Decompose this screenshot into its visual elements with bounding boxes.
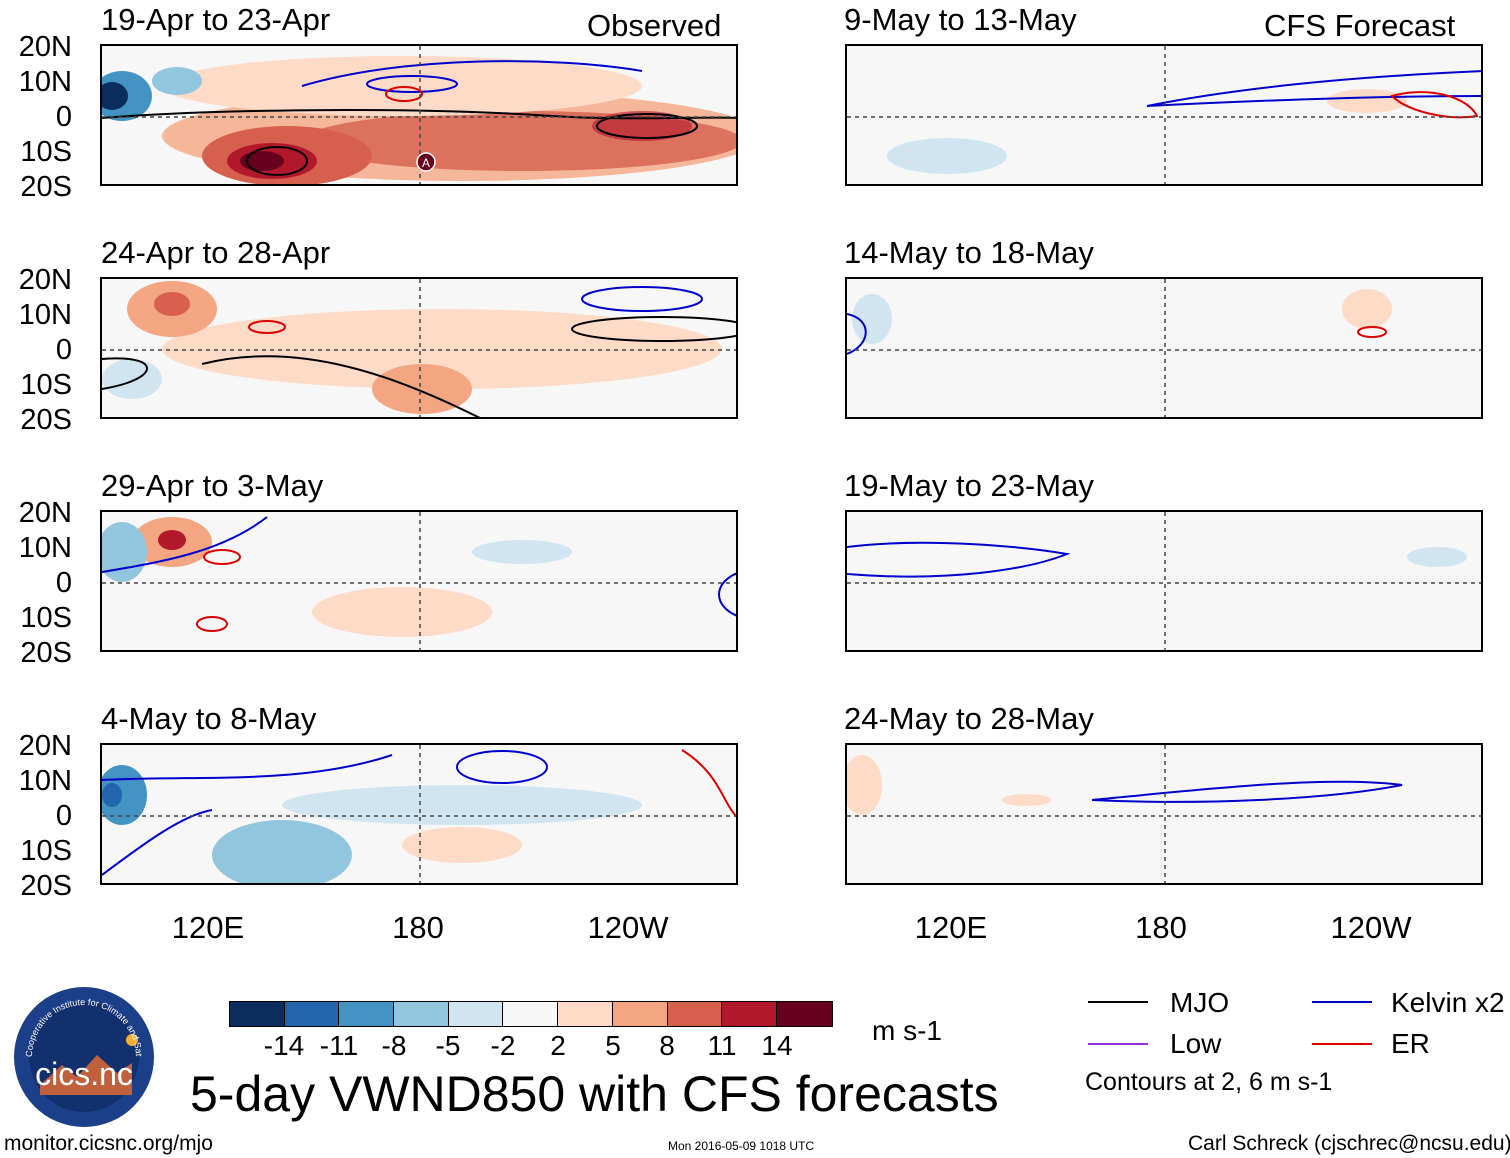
- panel-title-obs-1: 19-Apr to 23-Apr: [101, 2, 331, 37]
- map-observed-4: [100, 743, 738, 885]
- footer-author: Carl Schreck (cjschrec@ncsu.edu): [1188, 1132, 1510, 1155]
- map-field: [102, 512, 736, 650]
- lat-label: 20S: [20, 171, 72, 203]
- colorbar-swatch: [230, 1002, 285, 1026]
- map-field: [847, 46, 1481, 184]
- lon-label: 180: [1135, 910, 1187, 945]
- colorbar-swatch: [284, 1002, 340, 1026]
- legend-note: Contours at 2, 6 m s-1: [1085, 1068, 1333, 1096]
- lat-label: 10N: [18, 66, 72, 98]
- colorbar-tick: -8: [381, 1030, 407, 1061]
- map-field: [102, 279, 736, 417]
- observed-label: Observed: [587, 8, 722, 43]
- colorbar-swatch: [612, 1002, 668, 1026]
- lon-label: 120E: [914, 910, 988, 945]
- colorbar-tick: 8: [659, 1030, 675, 1061]
- colorbar-tick: -14: [263, 1030, 305, 1061]
- colorbar-swatch: [339, 1002, 395, 1026]
- lat-label: 10S: [20, 835, 72, 867]
- annotation-marker: A: [422, 156, 430, 170]
- lat-label: 0: [55, 567, 72, 599]
- panel-title-fcst-1: 9-May to 13-May: [844, 2, 1077, 37]
- cics-logo-graphic: Cooperative Institute for Climate and Sa…: [9, 977, 154, 1127]
- map-forecast-3: [845, 510, 1483, 652]
- lon-label: 120W: [587, 910, 669, 945]
- colorbar-tick: 11: [707, 1030, 737, 1061]
- colorbar-tick: 5: [605, 1030, 621, 1061]
- legend-label-kelvin: Kelvin x2: [1391, 987, 1505, 1018]
- lat-label: 20N: [18, 264, 72, 296]
- legend-label-mjo: MJO: [1170, 987, 1230, 1018]
- colorbar-swatch: [558, 1002, 613, 1026]
- legend-swatch-mjo: [1088, 1001, 1148, 1003]
- map-field: [102, 745, 736, 883]
- lat-label: 10N: [18, 532, 72, 564]
- lat-label: 20S: [20, 404, 72, 436]
- panel-title-fcst-3: 19-May to 23-May: [844, 468, 1094, 503]
- legend-swatch-low: [1088, 1043, 1148, 1045]
- map-observed-1: A: [100, 44, 738, 186]
- logo-text: cics.nc: [35, 1056, 133, 1092]
- lat-label: 20S: [20, 870, 72, 902]
- colorbar-tick: -11: [319, 1030, 359, 1061]
- lat-label: 10S: [20, 369, 72, 401]
- colorbar-swatch: [503, 1002, 559, 1026]
- lon-label: 180: [392, 910, 444, 945]
- lat-label: 10N: [18, 299, 72, 331]
- lat-label: 20N: [18, 31, 72, 63]
- colorbar-tick: -2: [490, 1030, 516, 1061]
- colorbar-swatch: [776, 1002, 832, 1026]
- colorbar-swatch: [394, 1002, 449, 1026]
- legend-label-low: Low: [1170, 1028, 1222, 1059]
- panel-title-fcst-2: 14-May to 18-May: [844, 235, 1094, 270]
- lat-label: 10N: [18, 765, 72, 797]
- panel-title-obs-3: 29-Apr to 3-May: [101, 468, 324, 503]
- cics-logo: Cooperative Institute for Climate and Sa…: [9, 977, 156, 1129]
- colorbar-swatch: [448, 1002, 504, 1026]
- lat-label: 0: [55, 334, 72, 366]
- lat-label: 20N: [18, 730, 72, 762]
- colorbar-tick: 2: [550, 1030, 566, 1061]
- footer-timestamp: Mon 2016-05-09 1018 UTC: [668, 1139, 815, 1153]
- legend-swatch-er: [1312, 1043, 1372, 1045]
- legend-label-er: ER: [1391, 1028, 1430, 1059]
- lat-label: 20N: [18, 497, 72, 529]
- lat-label: 10S: [20, 602, 72, 634]
- map-field: [847, 745, 1481, 883]
- cfs-forecast-label: CFS Forecast: [1264, 8, 1456, 43]
- lat-label: 20S: [20, 637, 72, 669]
- map-observed-2: [100, 277, 738, 419]
- map-field: [847, 512, 1481, 650]
- map-field: [847, 279, 1481, 417]
- lat-label: 10S: [20, 136, 72, 168]
- panel-title-obs-2: 24-Apr to 28-Apr: [101, 235, 331, 270]
- map-observed-3: [100, 510, 738, 652]
- colorbar-tick: -5: [435, 1030, 461, 1061]
- lat-label: 0: [55, 800, 72, 832]
- map-field: A: [102, 46, 736, 184]
- lon-label: 120W: [1330, 910, 1412, 945]
- colorbar-swatch: [722, 1002, 777, 1026]
- lat-label: 0: [55, 101, 72, 133]
- footer-url[interactable]: monitor.cicsnc.org/mjo: [4, 1132, 213, 1155]
- legend-swatch-kelvin: [1312, 1001, 1372, 1003]
- colorbar-units: m s-1: [872, 1015, 942, 1046]
- colorbar-swatch: [667, 1002, 723, 1026]
- map-forecast-4: [845, 743, 1483, 885]
- map-forecast-2: [845, 277, 1483, 419]
- lon-label: 120E: [171, 910, 245, 945]
- colorbar-tick: 14: [761, 1030, 793, 1061]
- panel-title-obs-4: 4-May to 8-May: [101, 701, 317, 736]
- panel-title-fcst-4: 24-May to 28-May: [844, 701, 1094, 736]
- figure-title: 5-day VWND850 with CFS forecasts: [190, 1066, 999, 1122]
- colorbar: [229, 1001, 833, 1027]
- map-forecast-1: [845, 44, 1483, 186]
